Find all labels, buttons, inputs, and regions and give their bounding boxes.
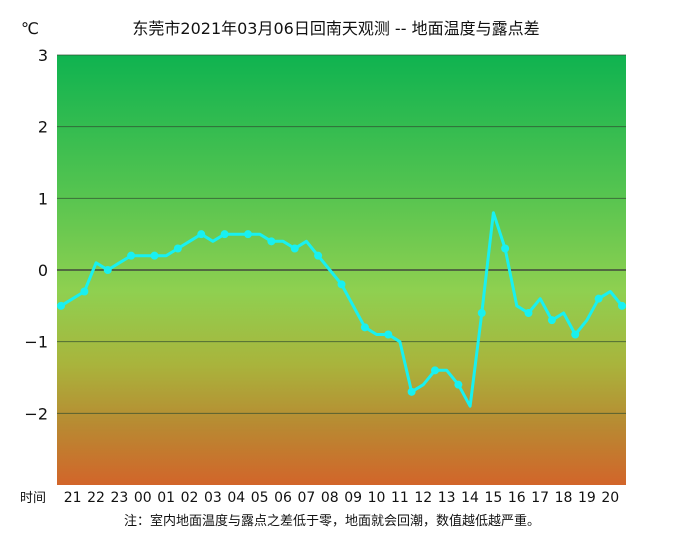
data-point (431, 366, 439, 375)
data-point (127, 251, 136, 260)
x-tick-label: 07 (298, 490, 316, 506)
gridlines (57, 54, 626, 414)
x-tick-label: 08 (321, 490, 339, 506)
chart-title: 东莞市2021年03月06日回南天观测 -- 地面温度与露点差 (132, 19, 539, 38)
data-point (244, 230, 252, 239)
x-tick-label: 05 (251, 490, 269, 506)
data-point (220, 230, 229, 239)
x-tick-label: 13 (438, 490, 456, 506)
data-point (618, 301, 626, 310)
x-tick-label: 19 (578, 490, 596, 506)
x-tick-label: 18 (555, 490, 573, 506)
data-point (197, 230, 206, 239)
x-axis-ticks: 21 22 23 00 01 02 03 04 05 06 07 08 09 10 11 12 13 14 15 16… (64, 490, 619, 506)
x-axis-label: 时间 (20, 491, 46, 506)
data-point (267, 237, 276, 246)
x-tick-label: 22 (87, 490, 105, 506)
x-tick-label: 20 (601, 490, 619, 506)
data-point (103, 266, 112, 274)
chart-note: 注：室内地面温度与露点之差低于零，地面就会回潮，数值越低越严重。 (124, 513, 540, 529)
x-tick-label: 23 (111, 490, 129, 506)
x-tick-label: 15 (485, 490, 503, 506)
data-point (524, 309, 533, 317)
x-tick-label: 17 (531, 490, 549, 506)
y-tick-label: 3 (38, 46, 48, 65)
y-tick-label: −2 (24, 404, 48, 423)
x-tick-label: 12 (414, 490, 432, 506)
data-point (501, 244, 510, 253)
y-tick-label: −1 (24, 333, 48, 352)
data-point (337, 280, 346, 289)
x-tick-label: 02 (181, 490, 199, 506)
data-point (547, 316, 556, 325)
y-tick-label: 2 (38, 118, 48, 137)
x-tick-label: 01 (157, 490, 175, 506)
x-tick-label: 00 (134, 490, 152, 506)
x-tick-label: 03 (204, 490, 222, 506)
data-point (594, 294, 603, 303)
data-point (384, 330, 393, 339)
data-point (150, 251, 159, 260)
data-point (57, 301, 65, 310)
data-point (360, 323, 369, 332)
x-tick-label: 06 (274, 490, 292, 506)
data-point (407, 387, 416, 396)
y-axis-ticks: 3 2 1 0 −1 −2 (24, 46, 48, 423)
y-tick-label: 1 (38, 189, 48, 208)
data-point (173, 244, 182, 253)
x-tick-label: 11 (391, 490, 409, 506)
data-point (290, 244, 299, 253)
y-tick-label: 0 (38, 261, 48, 280)
x-tick-label: 04 (227, 490, 245, 506)
data-point (454, 380, 463, 389)
x-tick-label: 21 (64, 490, 82, 506)
x-tick-label: 10 (368, 490, 386, 506)
x-tick-label: 16 (508, 490, 526, 506)
x-tick-label: 09 (344, 490, 362, 506)
y-axis-unit: ℃ (21, 19, 39, 38)
data-point (80, 287, 89, 296)
data-point (571, 330, 580, 339)
series-markers (57, 230, 626, 396)
x-tick-label: 14 (461, 490, 479, 506)
data-point (314, 251, 323, 260)
data-point (477, 309, 486, 317)
